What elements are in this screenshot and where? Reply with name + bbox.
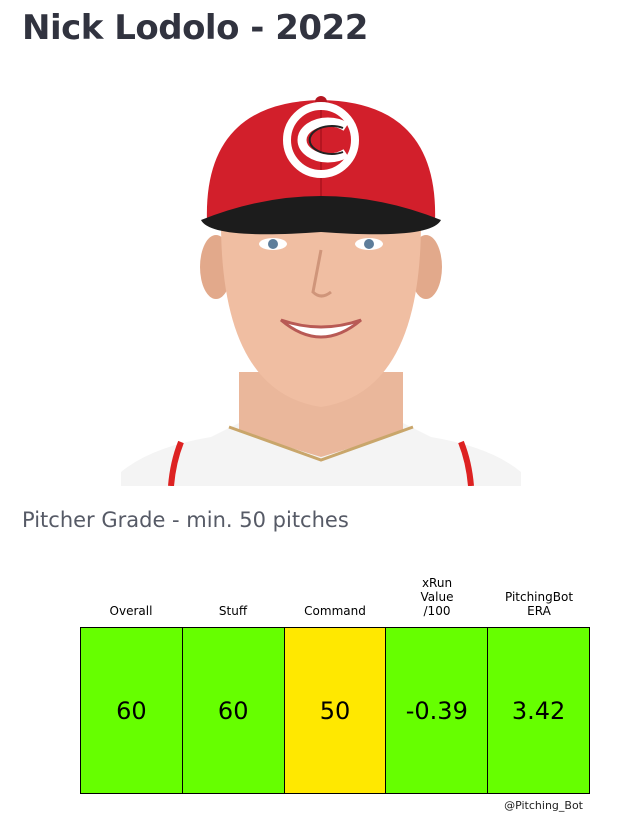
grade-cell-overall: 60 [81, 628, 183, 793]
section-subtitle: Pitcher Grade - min. 50 pitches [22, 508, 349, 532]
grade-cell-xrun-value: -0.39 [386, 628, 489, 793]
header-command: Command [304, 604, 366, 618]
credit-label: @Pitching_Bot [504, 799, 583, 812]
header-stuff: Stuff [218, 604, 248, 618]
header-pitchingbot-era: PitchingBot ERA [504, 590, 574, 618]
player-headshot [121, 92, 521, 486]
page-title: Nick Lodolo - 2022 [22, 8, 368, 48]
grade-cell-stuff: 60 [182, 628, 285, 793]
header-xrun-value: xRun Value /100 [420, 576, 454, 618]
grade-cell-pitchingbot-era: 3.42 [488, 628, 589, 793]
grade-cell-command: 50 [284, 628, 387, 793]
grade-table-headers: Overall Stuff Command xRun Value /100 Pi… [80, 562, 591, 622]
grade-table: 60 60 50 -0.39 3.42 [80, 627, 590, 794]
header-overall: Overall [109, 604, 153, 618]
